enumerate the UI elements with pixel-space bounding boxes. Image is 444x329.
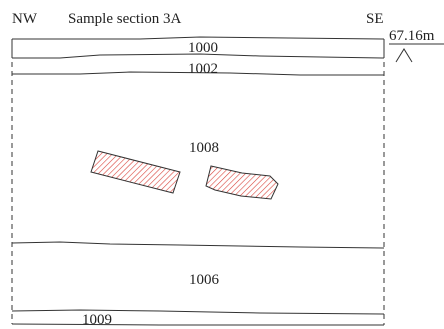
layer-1002-bottom-line <box>12 71 384 76</box>
section-title: Sample section 3A <box>68 11 181 27</box>
context-1000-label: 1000 <box>188 40 218 56</box>
layer-1006-bottom-line <box>11 309 385 315</box>
section-top-line <box>12 36 385 40</box>
hatched-feature-left <box>90 150 181 194</box>
datum-elevation-label: 67.16m <box>389 28 435 44</box>
context-1002-label: 1002 <box>188 61 218 77</box>
datum-triangle-icon <box>395 48 413 63</box>
section-bottom-line <box>11 323 384 326</box>
context-1006-label: 1006 <box>189 272 220 288</box>
layer-1000-bottom-line <box>12 53 385 59</box>
layer-1008-bottom-line <box>11 241 385 249</box>
context-1009-label: 1009 <box>82 312 112 328</box>
orientation-se-label: SE <box>366 11 384 27</box>
hatched-feature-right <box>205 165 279 200</box>
orientation-nw-label: NW <box>12 11 38 27</box>
context-1008-label: 1008 <box>189 140 219 156</box>
